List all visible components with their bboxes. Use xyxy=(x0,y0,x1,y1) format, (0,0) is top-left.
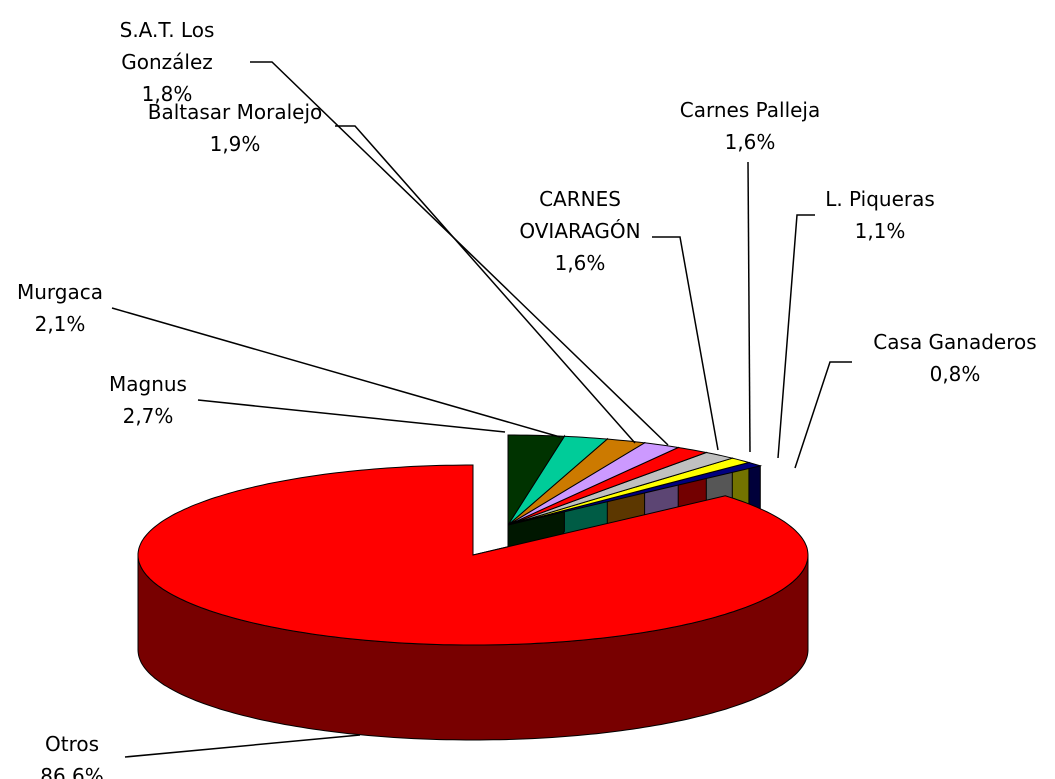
value-label: 0,8% xyxy=(929,362,981,386)
value-label: 1,9% xyxy=(209,132,261,156)
slice-label: Otros 86,6% xyxy=(22,728,122,779)
leader-line xyxy=(250,61,669,446)
leader-line xyxy=(747,161,751,453)
pie xyxy=(137,434,809,741)
slice xyxy=(507,442,680,526)
category-label: CARNES OVIARAGÓN xyxy=(519,187,641,243)
leader-line xyxy=(111,307,561,438)
slice xyxy=(507,435,609,526)
slice-label: Baltasar Moralejo 1,9% xyxy=(105,96,365,160)
value-label: 86,6% xyxy=(40,764,104,779)
category-label: Casa Ganaderos xyxy=(873,330,1037,354)
value-label: 2,7% xyxy=(122,404,174,428)
category-label: Carnes Palleja xyxy=(679,98,821,122)
leader-line xyxy=(335,125,636,444)
value-label: 1,8% xyxy=(141,82,193,106)
slice xyxy=(507,451,735,526)
slice xyxy=(507,446,709,526)
leader-line xyxy=(197,399,506,433)
value-label: 1,6% xyxy=(554,251,606,275)
value-label: 1,1% xyxy=(854,219,906,243)
slice xyxy=(137,464,809,646)
slice-label: S.A.T. Los González 1,8% xyxy=(72,14,262,110)
leader-line xyxy=(124,734,361,758)
category-label: L. Piqueras xyxy=(825,187,935,211)
category-label: Magnus xyxy=(109,372,187,396)
slice-label: L. Piqueras 1,1% xyxy=(800,183,960,247)
slice-label: CARNES OVIARAGÓN 1,6% xyxy=(490,183,670,279)
slice-label: Carnes Palleja 1,6% xyxy=(650,94,850,158)
slice-label: Casa Ganaderos 0,8% xyxy=(850,326,1055,390)
category-label: Murgaca xyxy=(16,280,103,304)
leader-line xyxy=(777,214,815,459)
leader-line xyxy=(794,361,852,469)
value-label: 2,1% xyxy=(34,312,86,336)
slice-label: Magnus 2,7% xyxy=(88,368,208,432)
value-label: 1,6% xyxy=(724,130,776,154)
category-label: Otros xyxy=(44,732,100,756)
category-label: Baltasar Moralejo xyxy=(147,100,323,124)
leader-line xyxy=(652,236,719,451)
slice xyxy=(507,438,647,526)
slice-label: Murgaca 2,1% xyxy=(0,276,120,340)
category-label: S.A.T. Los González xyxy=(119,18,215,74)
